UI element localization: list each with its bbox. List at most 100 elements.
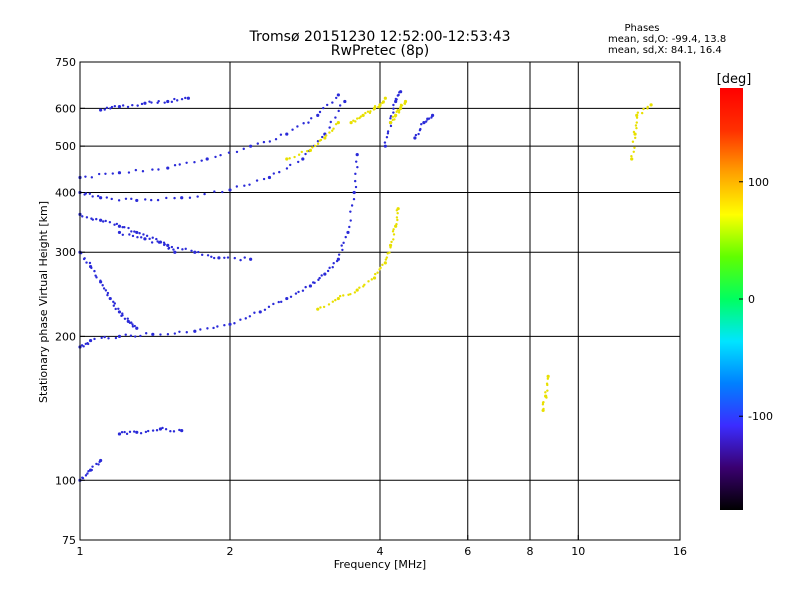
data-point [151,429,155,432]
data-point [134,168,138,172]
data-point [139,334,142,338]
data-point [84,192,88,195]
data-point [256,142,259,145]
data-point [99,218,103,222]
data-point [193,250,197,254]
data-point [235,150,239,154]
data-point [117,334,122,338]
data-point [170,245,174,249]
data-point [353,179,357,183]
data-point [97,172,101,176]
data-point [95,217,98,221]
data-point [413,136,417,140]
data-point [151,332,155,336]
data-point [212,256,216,260]
data-point [328,126,331,129]
data-point [96,194,100,198]
data-point [386,130,390,133]
data-point [331,129,334,132]
data-point [313,144,317,148]
data-point [285,132,289,136]
data-point [263,308,267,311]
data-point [104,289,108,292]
data-point [140,236,143,239]
colorbar-tick-label: 0 [748,293,755,306]
data-point [394,224,398,228]
data-point [323,136,327,140]
data-point [184,247,187,251]
data-point [166,243,170,248]
data-point [392,238,395,241]
data-point [124,333,127,336]
data-point [166,99,170,104]
data-point [158,427,163,431]
data-point [301,289,305,292]
data-point [105,196,109,199]
data-point [129,334,133,337]
data-point [288,157,291,160]
data-point [317,278,320,282]
data-point [328,266,331,270]
data-point [355,288,359,292]
data-point [150,241,154,244]
data-point [296,125,299,128]
x-tick-label: 10 [571,545,585,558]
data-point [180,97,184,101]
data-point [285,157,289,161]
x-axis-label: Frequency [MHz] [334,558,426,571]
data-point [214,155,217,159]
data-point [166,166,170,170]
data-point [352,197,356,201]
data-point [291,128,294,131]
data-point [392,103,395,107]
data-point [348,225,351,229]
data-point [82,257,86,261]
data-point [394,113,397,117]
data-point [130,230,133,233]
data-point [395,222,398,226]
axis-ticks: 1 2 4 6 8 10 16 75 100 200 300 400 500 600 750 [55,56,687,558]
data-point [148,100,151,103]
data-point [363,283,366,286]
data-point [242,147,245,151]
data-point [145,234,149,238]
data-point [635,121,638,124]
data-point [267,175,272,180]
data-point [349,219,352,222]
data-point [84,175,87,178]
data-point [319,138,323,142]
data-point [125,432,129,436]
data-point [280,300,283,304]
chart-subtitle: RwPretec (8p) [331,43,429,59]
data-point [188,196,192,199]
data-point [151,236,154,239]
data-point [392,111,395,114]
data-point [633,146,636,149]
data-point [101,220,105,223]
data-point [335,96,338,100]
data-point [91,465,94,468]
data-point [104,219,107,223]
data-point [349,210,352,213]
data-point [144,332,148,335]
data-point [199,328,202,331]
data-point [296,160,300,164]
data-point [417,132,420,136]
data-point [110,105,114,109]
data-point [88,192,92,195]
data-point [169,429,172,433]
data-point [138,232,141,235]
data-point [267,305,271,309]
data-point [633,132,637,136]
data-point [381,263,384,267]
data-point [167,247,170,250]
data-point [316,142,320,145]
series-X [285,96,653,413]
data-point [228,188,232,192]
data-point [300,150,303,154]
data-point [142,233,145,236]
data-point [190,249,193,252]
data-point [341,248,344,252]
data-point [173,196,176,200]
